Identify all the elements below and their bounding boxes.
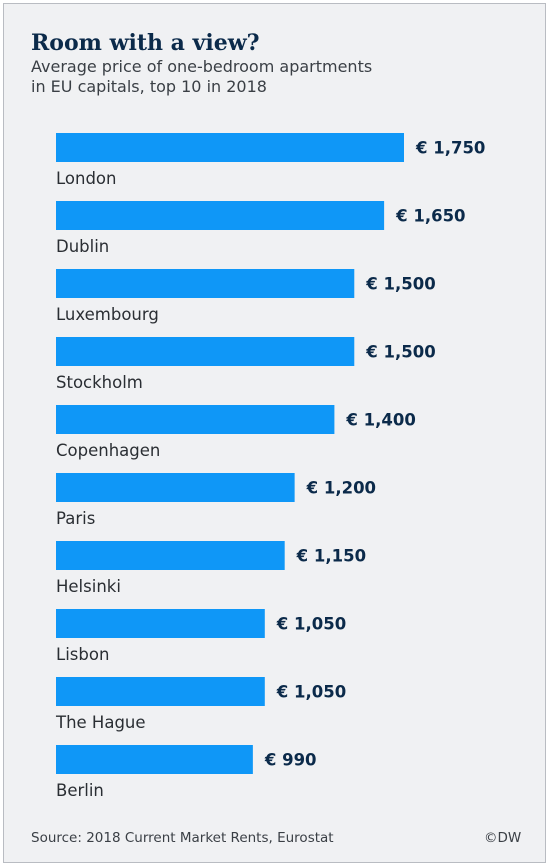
- bar-london: [56, 133, 404, 162]
- bar-paris: [56, 473, 295, 502]
- bar-chart: € 1,750 London € 1,650 Dublin € 1,500 Luxembo…: [55, 133, 485, 800]
- bar-luxembourg: [56, 269, 355, 298]
- bar-lisbon: [56, 609, 265, 638]
- value-label-luxembourg: € 1,500: [365, 275, 435, 294]
- value-label-berlin: € 990: [264, 751, 317, 770]
- chart-card: Room with a view? Average price of one-b…: [3, 3, 546, 863]
- value-label-stockholm: € 1,500: [365, 343, 435, 362]
- category-label-stockholm: Stockholm: [56, 373, 143, 392]
- value-label-dublin: € 1,650: [395, 207, 465, 226]
- value-label-lisbon: € 1,050: [276, 615, 346, 634]
- chart-title: Room with a view?: [31, 30, 260, 56]
- value-label-helsinki: € 1,150: [296, 547, 366, 566]
- bar-dublin: [56, 201, 385, 230]
- subtitle-line-2: in EU capitals, top 10 in 2018: [31, 77, 267, 96]
- category-label-copenhagen: Copenhagen: [56, 441, 160, 460]
- chart-subtitle: Average price of one-bedroom apartments …: [31, 57, 501, 97]
- value-label-the-hague: € 1,050: [276, 683, 346, 702]
- category-label-the-hague: The Hague: [55, 713, 146, 732]
- category-label-london: London: [56, 169, 116, 188]
- category-label-luxembourg: Luxembourg: [56, 305, 159, 324]
- bar-copenhagen: [56, 405, 335, 434]
- category-label-dublin: Dublin: [56, 237, 109, 256]
- bar-helsinki: [56, 541, 285, 570]
- value-label-copenhagen: € 1,400: [345, 411, 415, 430]
- category-label-lisbon: Lisbon: [56, 645, 109, 664]
- bar-the-hague: [56, 677, 265, 706]
- bar-berlin: [56, 745, 253, 774]
- value-label-london: € 1,750: [415, 139, 485, 158]
- bar-stockholm: [56, 337, 355, 366]
- value-label-paris: € 1,200: [306, 479, 376, 498]
- category-label-paris: Paris: [56, 509, 95, 528]
- category-label-helsinki: Helsinki: [56, 577, 121, 596]
- category-label-berlin: Berlin: [56, 781, 104, 800]
- subtitle-line-1: Average price of one-bedroom apartments: [31, 57, 373, 76]
- dw-credit: ©DW: [484, 830, 522, 846]
- source-note: Source: 2018 Current Market Rents, Euros…: [31, 830, 334, 846]
